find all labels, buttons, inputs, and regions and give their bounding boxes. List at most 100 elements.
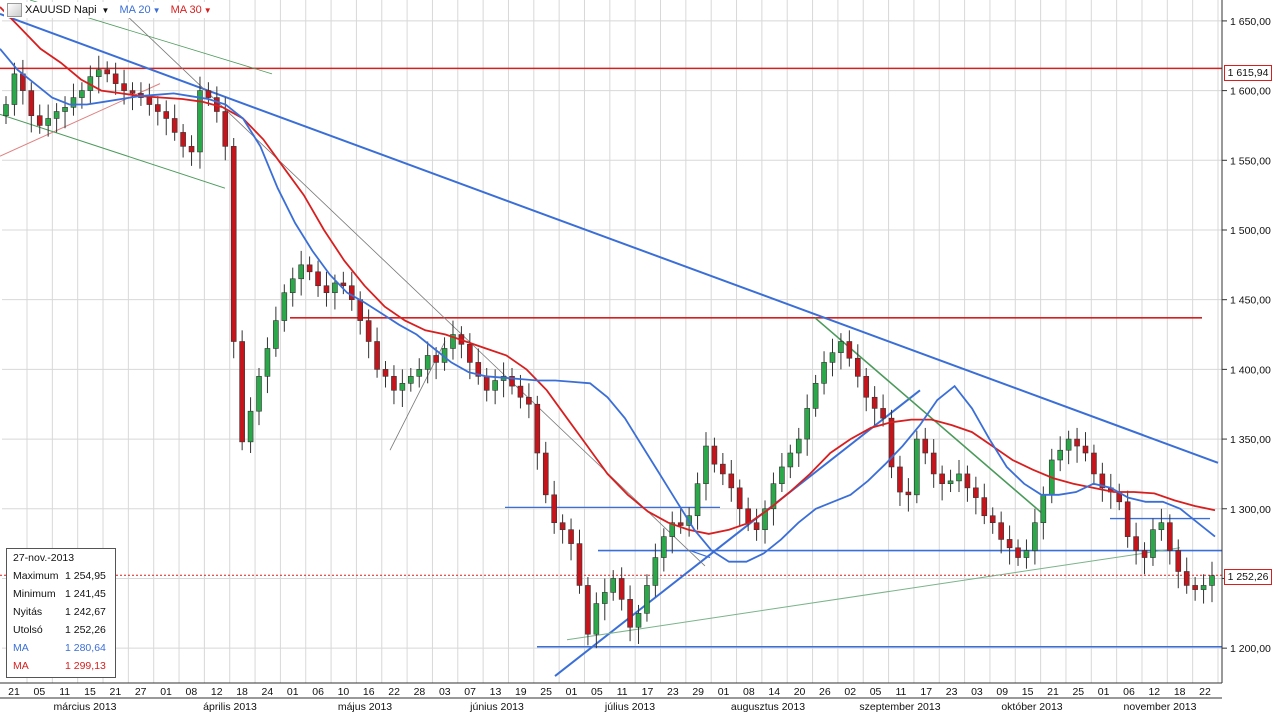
x-tick-label: 09 xyxy=(996,686,1008,698)
candlestick xyxy=(323,271,330,307)
candlestick xyxy=(509,367,515,395)
candle-down xyxy=(239,341,245,443)
candlestick xyxy=(618,567,625,611)
candlestick xyxy=(1141,542,1148,575)
info-key: Maximum xyxy=(13,570,59,582)
y-tick-label: 1 600,00 xyxy=(1230,86,1271,98)
candlestick xyxy=(863,367,870,412)
candle-up xyxy=(635,613,642,628)
candlestick xyxy=(424,341,431,384)
candle-down xyxy=(753,522,760,530)
candlestick xyxy=(475,348,482,385)
info-value: 1 280,64 xyxy=(65,642,106,654)
x-tick-label: 11 xyxy=(59,686,70,698)
candle-up xyxy=(652,557,659,586)
candlestick xyxy=(467,333,473,380)
candle-up xyxy=(829,352,836,363)
candlestick xyxy=(1082,432,1089,462)
candle-up xyxy=(779,466,785,484)
candlestick xyxy=(112,62,119,95)
info-row-ma30: MA 1 299,13 xyxy=(7,657,115,675)
candlestick xyxy=(315,260,321,297)
x-tick-label: 03 xyxy=(971,686,983,698)
candle-down xyxy=(627,599,633,628)
candle-down xyxy=(112,73,119,84)
candle-down xyxy=(146,97,153,105)
candlestick xyxy=(348,271,355,311)
candle-down xyxy=(897,466,903,493)
candle-down xyxy=(483,376,490,391)
x-tick-label: 25 xyxy=(540,686,552,698)
candlestick xyxy=(306,256,313,281)
x-tick-label: 23 xyxy=(667,686,679,698)
candlestick xyxy=(230,137,237,359)
candle-down xyxy=(576,543,583,586)
trend-line xyxy=(0,113,226,189)
x-tick-label: 28 xyxy=(414,686,426,698)
candlestick xyxy=(36,104,43,134)
candle-down xyxy=(905,491,912,496)
candlestick xyxy=(956,459,962,493)
ma30-label: MA 30 xyxy=(170,4,202,16)
candle-up xyxy=(601,592,608,604)
candle-up xyxy=(3,104,9,116)
candlestick xyxy=(627,585,633,642)
candle-down xyxy=(745,508,751,524)
candlestick xyxy=(289,267,296,307)
ma30-selector[interactable]: MA 30 ▼ xyxy=(171,4,212,16)
last-price-tag: 1 252,26 xyxy=(1224,569,1272,585)
month-label: november 2013 xyxy=(1124,701,1197,713)
ma20-selector[interactable]: MA 20 ▼ xyxy=(119,4,160,16)
candle-down xyxy=(989,515,996,524)
candlestick xyxy=(458,326,465,359)
candle-down xyxy=(1133,536,1139,551)
symbol-selector[interactable]: XAUUSD Napi ▼ xyxy=(7,3,109,17)
candlestick xyxy=(205,82,212,106)
candle-up xyxy=(492,380,498,391)
candlestick xyxy=(888,409,895,479)
candlesticks xyxy=(3,55,1215,649)
candle-up xyxy=(1158,522,1165,530)
candlestick xyxy=(1057,436,1063,472)
candlestick xyxy=(1192,577,1198,601)
candlestick xyxy=(264,337,271,394)
x-tick-label: 01 xyxy=(160,686,172,698)
month-label: június 2013 xyxy=(469,701,524,713)
candle-up xyxy=(424,355,431,370)
candle-down xyxy=(922,438,929,454)
candlestick xyxy=(256,367,262,426)
candle-up xyxy=(762,508,768,530)
info-value: 1 299,13 xyxy=(65,660,106,672)
chart-toolbar: XAUUSD Napi ▼ MA 20 ▼ MA 30 ▼ xyxy=(4,2,215,18)
candlestick xyxy=(1032,508,1038,565)
x-tick-label: 01 xyxy=(718,686,730,698)
candlestick xyxy=(450,320,456,360)
candlestick xyxy=(399,369,406,408)
trend-line xyxy=(814,317,1046,517)
candlestick xyxy=(180,124,186,158)
candlestick xyxy=(947,469,954,493)
candle-up xyxy=(795,438,802,454)
candle-up xyxy=(694,483,701,517)
x-tick-label: 05 xyxy=(870,686,882,698)
candle-up xyxy=(1040,494,1047,524)
candle-up xyxy=(610,578,617,593)
candle-down xyxy=(888,417,895,468)
candle-down xyxy=(1099,473,1106,489)
candlestick xyxy=(298,250,304,296)
candlestick xyxy=(669,511,676,554)
candle-up xyxy=(11,73,18,105)
ma20-label: MA 20 xyxy=(119,4,151,16)
candle-up xyxy=(1032,522,1038,551)
trend-line xyxy=(124,13,706,567)
x-tick-label: 22 xyxy=(388,686,400,698)
x-tick-label: 25 xyxy=(1072,686,1084,698)
candle-down xyxy=(382,369,389,377)
info-date: 27-nov.-2013 xyxy=(7,549,115,567)
candlestick xyxy=(829,338,836,377)
candle-up xyxy=(247,410,254,443)
symbol-label: XAUUSD Napi xyxy=(25,4,97,16)
x-tick-label: 21 xyxy=(1047,686,1059,698)
candlestick xyxy=(846,330,853,367)
